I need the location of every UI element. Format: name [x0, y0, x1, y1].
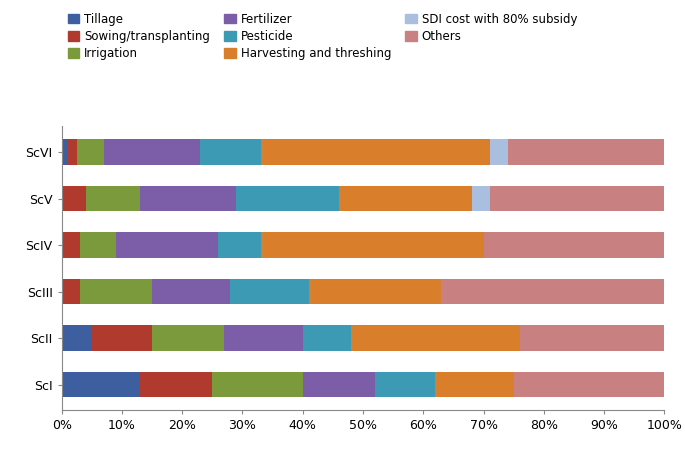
- Bar: [508, 139, 664, 165]
- Bar: [104, 139, 200, 165]
- Bar: [436, 372, 514, 397]
- Bar: [260, 232, 484, 258]
- Bar: [351, 325, 520, 351]
- Bar: [260, 139, 490, 165]
- Bar: [200, 139, 260, 165]
- Bar: [303, 325, 351, 351]
- Bar: [79, 232, 116, 258]
- Bar: [339, 186, 471, 212]
- Bar: [375, 372, 436, 397]
- Bar: [152, 325, 225, 351]
- Bar: [92, 325, 152, 351]
- Bar: [225, 325, 303, 351]
- Bar: [471, 186, 490, 212]
- Bar: [140, 186, 236, 212]
- Bar: [116, 232, 219, 258]
- Bar: [152, 279, 230, 304]
- Bar: [62, 372, 140, 397]
- Bar: [62, 139, 68, 165]
- Bar: [520, 325, 664, 351]
- Bar: [212, 372, 303, 397]
- Bar: [86, 186, 140, 212]
- Bar: [140, 372, 212, 397]
- Bar: [484, 232, 664, 258]
- Bar: [303, 372, 375, 397]
- Bar: [62, 279, 79, 304]
- Bar: [219, 232, 260, 258]
- Bar: [490, 186, 664, 212]
- Bar: [514, 372, 664, 397]
- Bar: [62, 232, 79, 258]
- Bar: [441, 279, 664, 304]
- Bar: [77, 139, 104, 165]
- Legend: Tillage, Sowing/transplanting, Irrigation, Fertilizer, Pesticide, Harvesting and: Tillage, Sowing/transplanting, Irrigatio…: [68, 13, 577, 60]
- Bar: [68, 139, 77, 165]
- Bar: [230, 279, 309, 304]
- Bar: [490, 139, 508, 165]
- Bar: [79, 279, 152, 304]
- Bar: [309, 279, 441, 304]
- Bar: [62, 186, 86, 212]
- Bar: [62, 325, 92, 351]
- Bar: [236, 186, 339, 212]
